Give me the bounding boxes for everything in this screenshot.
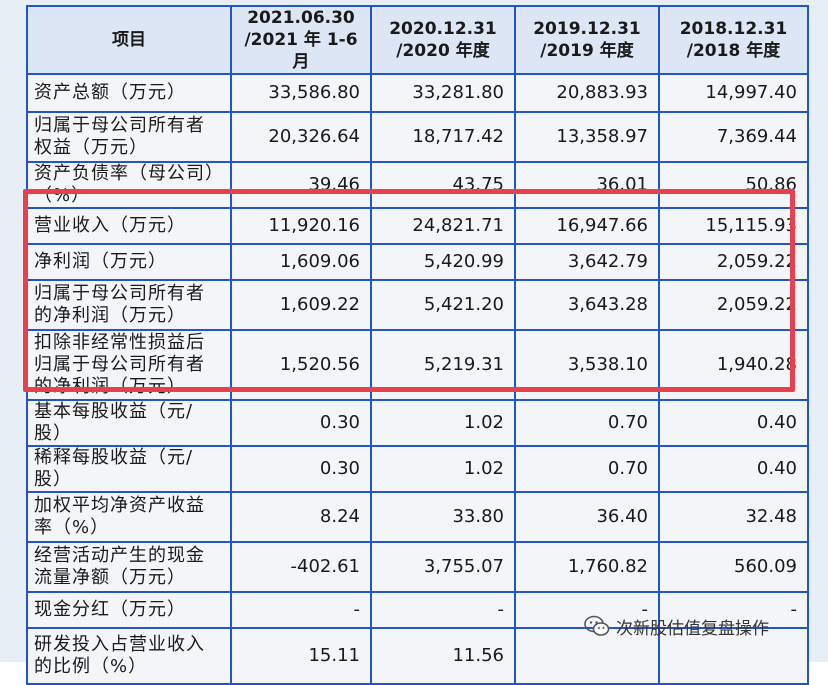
table-row: 经营活动产生的现金流量净额（万元） -402.61 3,755.07 1,760.82… xyxy=(26,541,809,593)
value-cell: 18,717.42 xyxy=(370,111,516,163)
row-label: 扣除非经常性损益后归属于母公司所有者的净利润（万元） xyxy=(26,329,232,401)
value-cell: 0.70 xyxy=(514,399,660,447)
value-cell: 5,219.31 xyxy=(370,329,516,401)
value-cell: 3,755.07 xyxy=(370,541,516,593)
value-cell: 36.01 xyxy=(514,161,660,209)
value-cell: 1.02 xyxy=(370,445,516,493)
row-label: 加权平均净资产收益率（%） xyxy=(26,491,232,543)
value-cell: 0.70 xyxy=(514,445,660,493)
value-cell: - xyxy=(370,591,516,629)
row-label: 归属于母公司所有者的净利润（万元） xyxy=(26,279,232,331)
value-cell: 3,643.28 xyxy=(514,279,660,331)
value-cell: - xyxy=(658,591,809,629)
value-cell: 20,883.93 xyxy=(514,73,660,113)
value-cell: 33,586.80 xyxy=(230,73,372,113)
value-cell: 1,609.22 xyxy=(230,279,372,331)
value-cell: 50.86 xyxy=(658,161,809,209)
value-cell: 7,369.44 xyxy=(658,111,809,163)
value-cell: 16,947.66 xyxy=(514,207,660,245)
value-cell: 3,642.79 xyxy=(514,243,660,281)
value-cell: 11.56 xyxy=(370,627,516,685)
table-row: 营业收入（万元） 11,920.16 24,821.71 16,947.66 15,11… xyxy=(26,207,809,245)
value-cell: 15,115.93 xyxy=(658,207,809,245)
header-row: 项目 2021.06.30/2021 年 1-6 月 2020.12.31/20… xyxy=(26,5,809,75)
header-period-2018: 2018.12.31/2018 年度 xyxy=(658,5,809,75)
value-cell: 0.30 xyxy=(230,399,372,447)
value-cell: 2,059.22 xyxy=(658,243,809,281)
value-cell: -402.61 xyxy=(230,541,372,593)
header-period-2019: 2019.12.31/2019 年度 xyxy=(514,5,660,75)
value-cell: 3,538.10 xyxy=(514,329,660,401)
header-period-2020: 2020.12.31/2020 年度 xyxy=(370,5,516,75)
value-cell: 36.40 xyxy=(514,491,660,543)
value-cell: 20,326.64 xyxy=(230,111,372,163)
row-label: 营业收入（万元） xyxy=(26,207,232,245)
header-item: 项目 xyxy=(26,5,232,75)
value-cell: 1,940.28 xyxy=(658,329,809,401)
value-cell: 1,520.56 xyxy=(230,329,372,401)
value-cell: 1,760.82 xyxy=(514,541,660,593)
table-row: 归属于母公司所有者的净利润（万元） 1,609.22 5,421.20 3,643.2… xyxy=(26,279,809,331)
table-row: 扣除非经常性损益后归属于母公司所有者的净利润（万元） 1,520.56 5,219.… xyxy=(26,329,809,401)
row-label: 研发投入占营业收入的比例（%） xyxy=(26,627,232,685)
value-cell: 2,059.22 xyxy=(658,279,809,331)
value-cell: 0.40 xyxy=(658,399,809,447)
row-label: 经营活动产生的现金流量净额（万元） xyxy=(26,541,232,593)
value-cell: 24,821.71 xyxy=(370,207,516,245)
value-cell: 5,421.20 xyxy=(370,279,516,331)
table-row: 资产负债率（母公司）（%） 39.46 43.75 36.01 50.86 xyxy=(26,161,809,209)
row-label: 稀释每股收益（元/股） xyxy=(26,445,232,493)
row-label: 基本每股收益（元/股） xyxy=(26,399,232,447)
value-cell: 1,609.06 xyxy=(230,243,372,281)
value-cell: - xyxy=(514,591,660,629)
table-row: 归属于母公司所有者权益（万元） 20,326.64 18,717.42 13,358.… xyxy=(26,111,809,163)
value-cell: - xyxy=(230,591,372,629)
value-cell: 39.46 xyxy=(230,161,372,209)
row-label: 归属于母公司所有者权益（万元） xyxy=(26,111,232,163)
table-row: 加权平均净资产收益率（%） 8.24 33.80 36.40 32.48 xyxy=(26,491,809,543)
value-cell: 11,920.16 xyxy=(230,207,372,245)
row-label: 资产负债率（母公司）（%） xyxy=(26,161,232,209)
row-label: 现金分红（万元） xyxy=(26,591,232,629)
value-cell: 0.30 xyxy=(230,445,372,493)
value-cell: 5,420.99 xyxy=(370,243,516,281)
table-row: 稀释每股收益（元/股） 0.30 1.02 0.70 0.40 xyxy=(26,445,809,493)
value-cell: 43.75 xyxy=(370,161,516,209)
value-cell: 33,281.80 xyxy=(370,73,516,113)
value-cell: 33.80 xyxy=(370,491,516,543)
watermark: 次新股估值复盘操作 xyxy=(584,611,769,641)
value-cell: 1.02 xyxy=(370,399,516,447)
value-cell: 13,358.97 xyxy=(514,111,660,163)
row-label: 净利润（万元） xyxy=(26,243,232,281)
value-cell: 14,997.40 xyxy=(658,73,809,113)
value-cell: 0.40 xyxy=(658,445,809,493)
value-cell: 560.09 xyxy=(658,541,809,593)
header-period-2021h1: 2021.06.30/2021 年 1-6 月 xyxy=(230,5,372,75)
row-label: 资产总额（万元） xyxy=(26,73,232,113)
wechat-icon xyxy=(584,615,610,636)
table-row: 现金分红（万元） - - - - xyxy=(26,591,809,629)
table-row: 基本每股收益（元/股） 0.30 1.02 0.70 0.40 xyxy=(26,399,809,447)
value-cell: 15.11 xyxy=(230,627,372,685)
table-row: 净利润（万元） 1,609.06 5,420.99 3,642.79 2,059.22 xyxy=(26,243,809,281)
table-row: 资产总额（万元） 33,586.80 33,281.80 20,883.93 14,99… xyxy=(26,73,809,113)
value-cell: 32.48 xyxy=(658,491,809,543)
watermark-text: 次新股估值复盘操作 xyxy=(616,618,769,639)
financial-summary-table: 项目 2021.06.30/2021 年 1-6 月 2020.12.31/20… xyxy=(26,5,809,685)
value-cell: 8.24 xyxy=(230,491,372,543)
